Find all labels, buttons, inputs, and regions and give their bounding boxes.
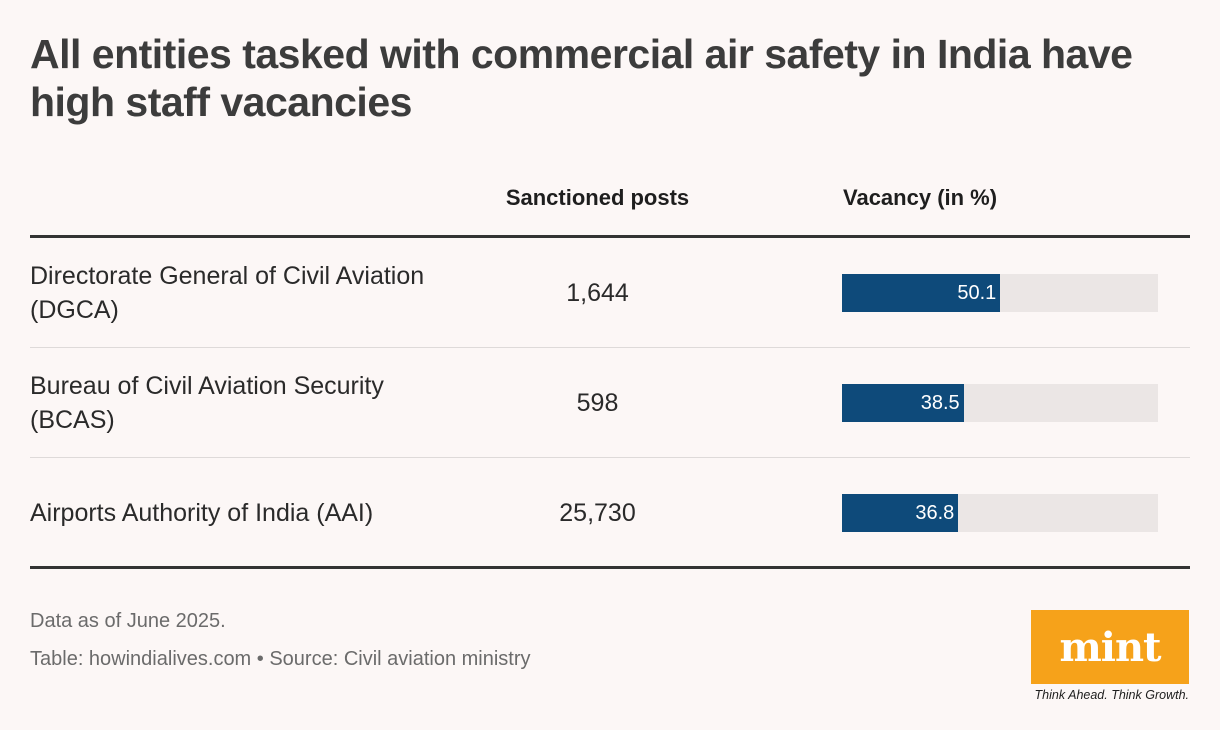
row-divider [30, 457, 1190, 458]
mint-logo: mint [1031, 610, 1189, 684]
mint-logo-text: mint [1059, 623, 1161, 671]
vacancy-bar-track: 38.5 [842, 384, 1158, 422]
vacancy-bar-label: 50.1 [957, 282, 997, 304]
data-note: Data as of June 2025. [30, 610, 226, 632]
row-divider [30, 347, 1190, 348]
entity-name: Airports Authority of India (AAI) [30, 499, 374, 527]
table-row: Airports Authority of India (AAI) 25,730… [30, 458, 1190, 568]
sanctioned-posts-value: 1,644 [566, 278, 629, 307]
table-row: Bureau of Civil Aviation Security (BCAS)… [30, 348, 1190, 458]
entity-name: Bureau of Civil Aviation Security (BCAS) [30, 372, 384, 434]
column-header-sanctioned-posts: Sanctioned posts [505, 185, 690, 210]
entity-name: Directorate General of Civil Aviation (D… [30, 262, 425, 324]
sanctioned-posts-value: 598 [576, 388, 619, 417]
vacancy-bar-label: 38.5 [920, 392, 960, 414]
vacancy-bar: 50.1 [842, 274, 1001, 312]
table-row: Directorate General of Civil Aviation (D… [30, 238, 1190, 348]
source-credit: Table: howindialives.com • Source: Civil… [30, 648, 531, 670]
vacancy-bar: 38.5 [842, 384, 964, 422]
footer-rule [30, 566, 1190, 569]
vacancy-bar-track: 36.8 [842, 494, 1158, 532]
vacancy-bar: 36.8 [842, 494, 959, 532]
column-header-vacancy: Vacancy (in %) [843, 185, 998, 210]
header-rule [30, 235, 1190, 238]
vacancy-bar-label: 36.8 [915, 502, 955, 524]
chart-title: All entities tasked with commercial air … [30, 31, 1133, 125]
sanctioned-posts-value: 25,730 [559, 498, 636, 527]
brand-tagline: Think Ahead. Think Growth. [1034, 688, 1189, 702]
vacancy-bar-track: 50.1 [842, 274, 1158, 312]
